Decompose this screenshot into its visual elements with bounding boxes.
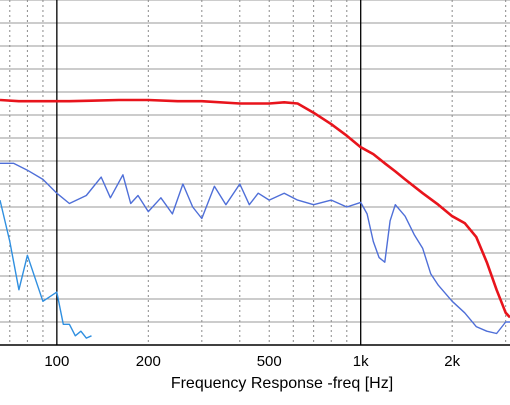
x-tick-label: 200 <box>136 353 161 370</box>
x-tick-label: 2k <box>444 353 460 370</box>
series-line-2 <box>0 162 510 335</box>
x-tick-label: 500 <box>257 353 282 370</box>
grid <box>0 0 510 346</box>
series-line-1 <box>0 98 510 319</box>
x-tick-label: 1k <box>353 353 369 370</box>
series-group <box>0 98 510 339</box>
x-tick-label: 100 <box>44 353 69 370</box>
x-axis-label: Frequency Response -freq [Hz] <box>171 375 393 392</box>
series-line-3 <box>0 199 92 339</box>
x-tick-labels: 100 200 500 1k 2k <box>44 353 460 370</box>
